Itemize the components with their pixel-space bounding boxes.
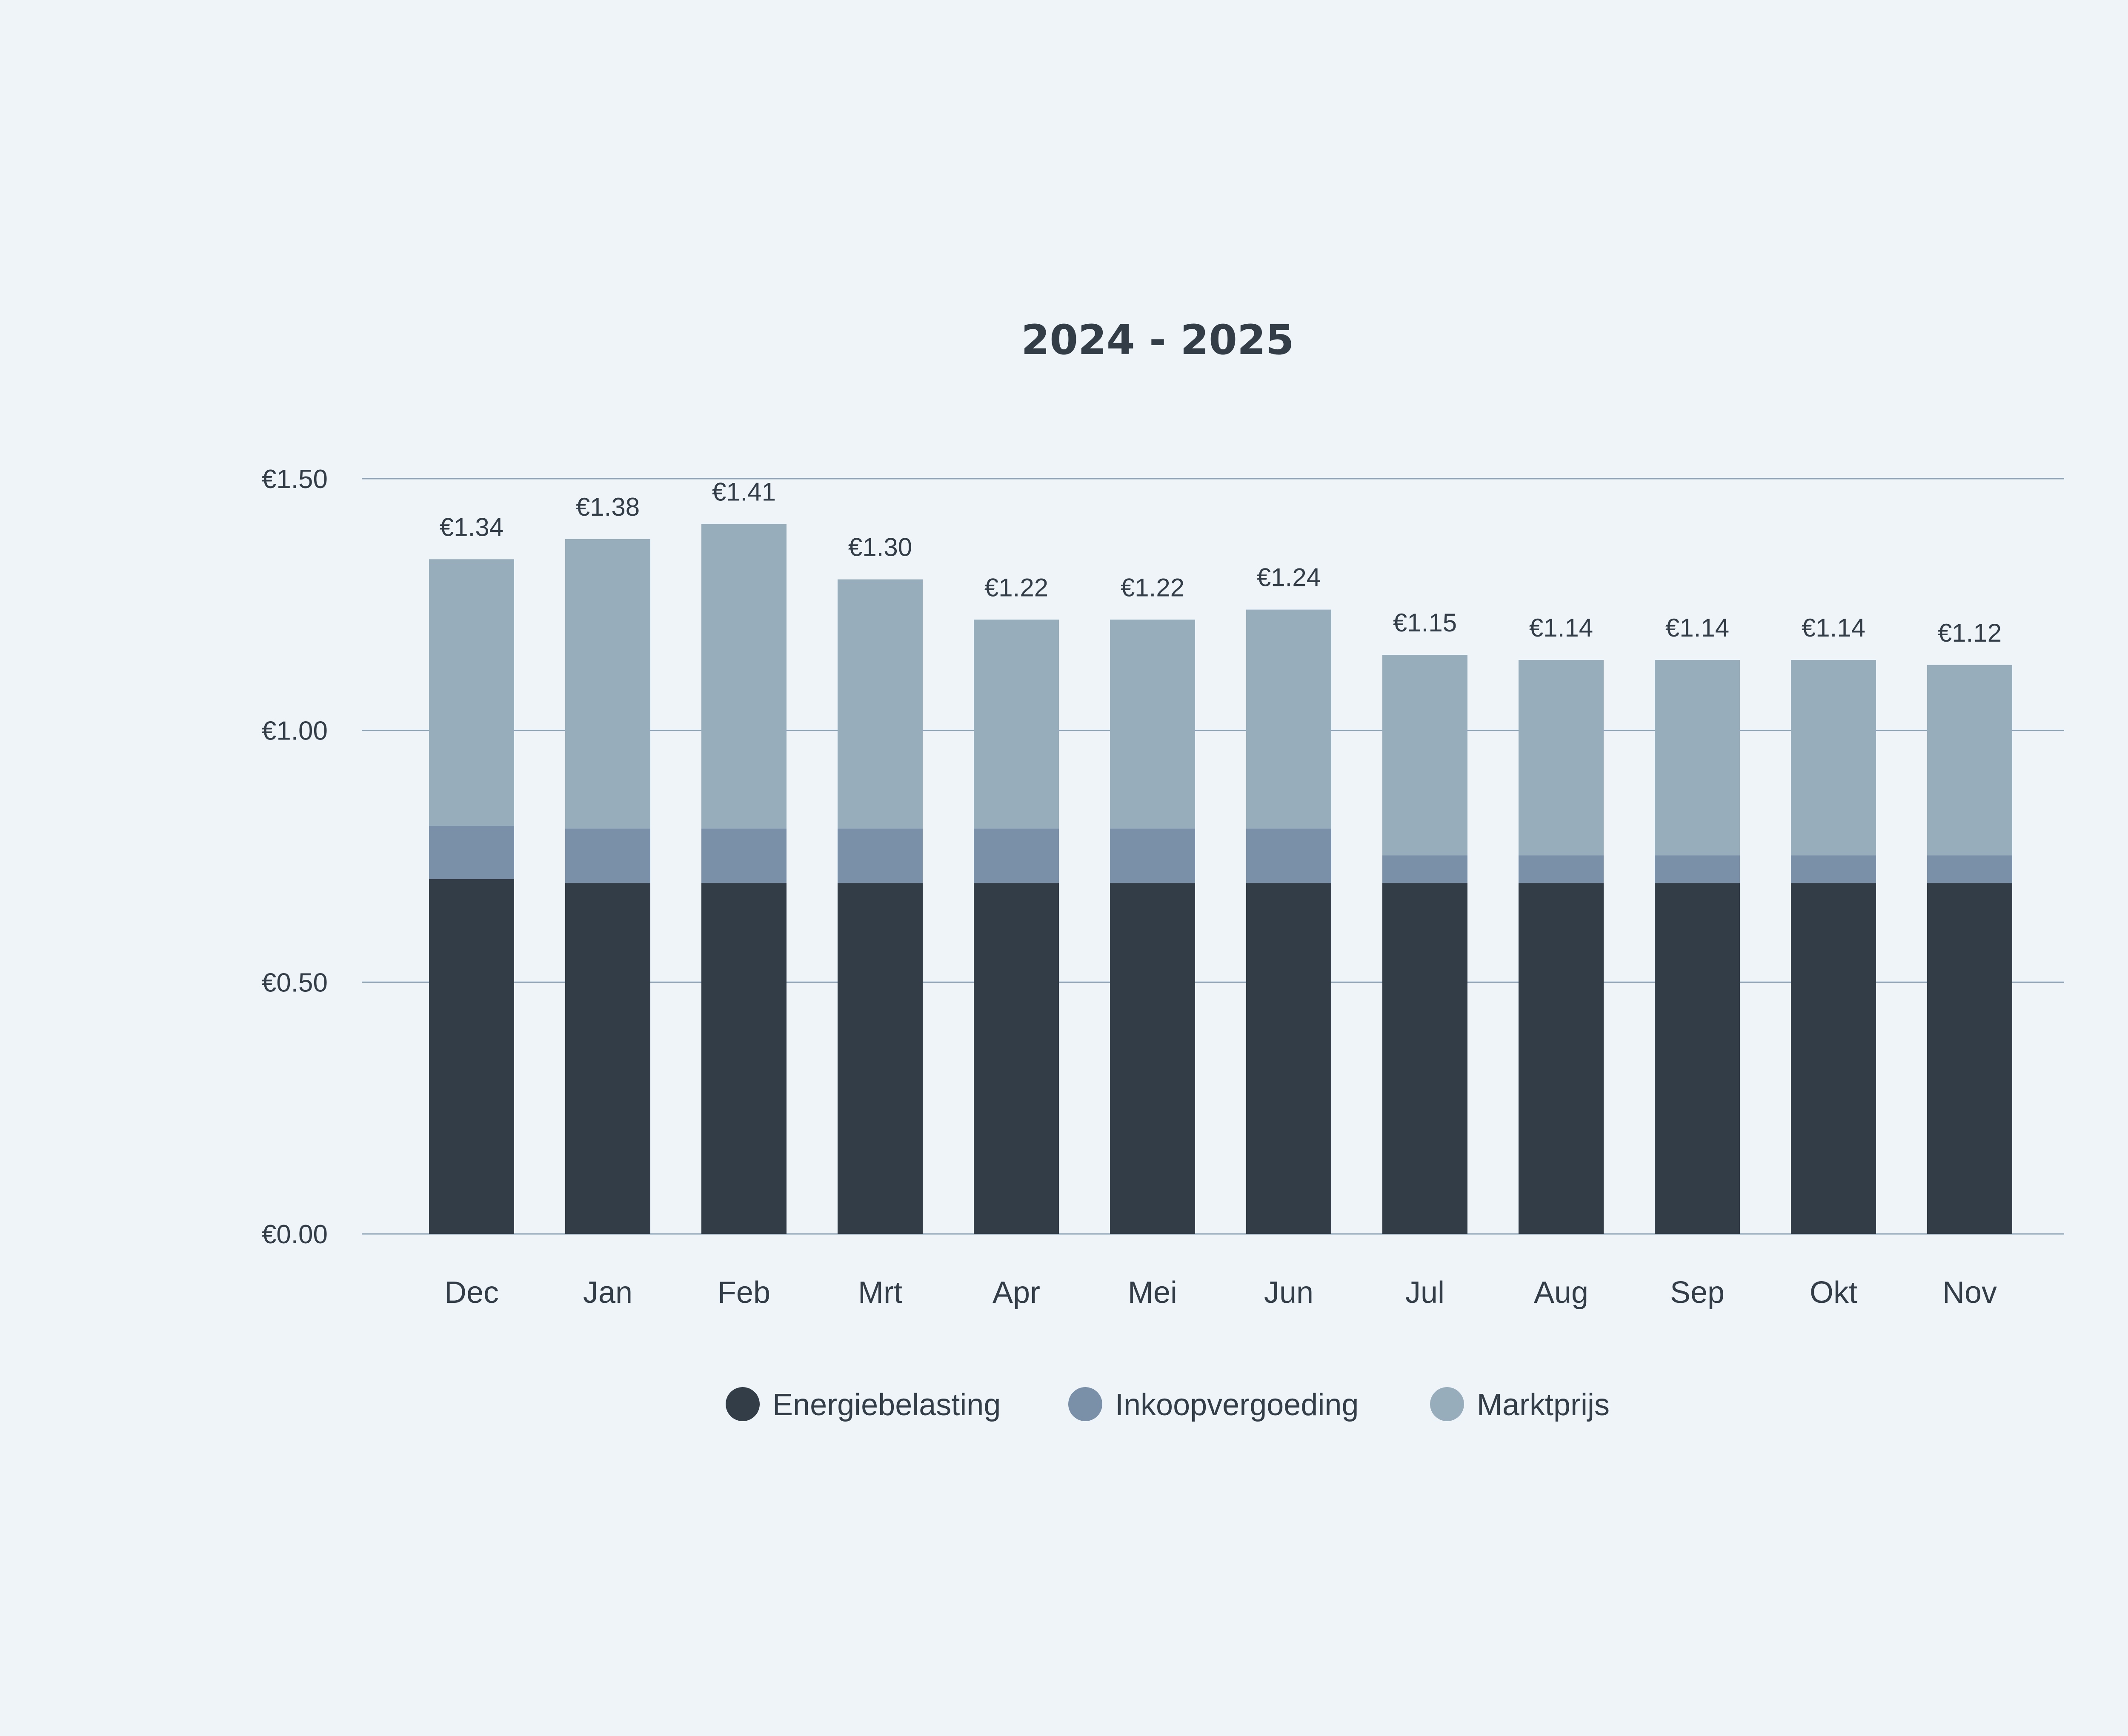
bar-segment-marktprijs [429, 559, 514, 826]
x-tick-label: Aug [1534, 1276, 1588, 1310]
bar-segment-energiebelasting [429, 879, 514, 1234]
bar-total-label: €1.22 [1121, 573, 1184, 602]
bar-segment-energiebelasting [838, 883, 923, 1234]
bar-segment-inkoopvergoeding [701, 828, 787, 883]
bar-segment-energiebelasting [1655, 883, 1740, 1234]
bar-segment-inkoopvergoeding [565, 828, 650, 883]
bar-segment-energiebelasting [1927, 883, 2012, 1234]
legend: Energiebelasting Inkoopvergoeding Marktpri… [726, 1387, 1610, 1422]
bar-segment-marktprijs [974, 620, 1059, 829]
x-tick-label: Mrt [858, 1276, 902, 1310]
bar-total-label: €1.14 [1802, 614, 1865, 642]
bar-segment-inkoopvergoeding [838, 828, 923, 883]
x-tick-label: Jun [1264, 1276, 1313, 1310]
bar-segment-inkoopvergoeding [429, 826, 514, 879]
x-tick-label: Feb [718, 1276, 770, 1310]
bar-total-label: €1.14 [1529, 614, 1593, 642]
bar-total-label: €1.38 [576, 493, 640, 521]
bar-segment-marktprijs [1927, 665, 2012, 856]
bar-total-label: €1.30 [848, 533, 912, 562]
bar-segment-inkoopvergoeding [1655, 855, 1740, 883]
y-tick-label: €0.50 [262, 968, 328, 997]
y-tick-label: €1.50 [262, 465, 328, 494]
bar-segment-energiebelasting [565, 883, 650, 1234]
bar-segment-marktprijs [1382, 655, 1467, 856]
x-tick-label: Dec [444, 1276, 499, 1310]
x-tick-label: Okt [1810, 1276, 1857, 1310]
bar-segment-energiebelasting [1382, 883, 1467, 1234]
bar-segment-marktprijs [1519, 660, 1604, 856]
bar-segment-inkoopvergoeding [974, 828, 1059, 883]
x-tick-label: Nov [1942, 1276, 1997, 1310]
bar-segment-inkoopvergoeding [1519, 855, 1604, 883]
bar-segment-marktprijs [701, 524, 787, 829]
y-tick-label: €1.00 [262, 717, 328, 746]
bar-total-label: €1.34 [440, 513, 503, 541]
x-axis: Dec Jan Feb Mrt Apr Mei Jun Jul Aug Sep Okt Nov [444, 1276, 1997, 1310]
bar-total-label: €1.14 [1665, 614, 1729, 642]
bar-segment-inkoopvergoeding [1246, 828, 1331, 883]
bar-segment-inkoopvergoeding [1110, 828, 1195, 883]
bar-segment-inkoopvergoeding [1791, 855, 1876, 883]
bar-segment-energiebelasting [974, 883, 1059, 1234]
bar-total-label: €1.15 [1393, 608, 1457, 637]
bar-segment-energiebelasting [1246, 883, 1331, 1234]
bar-segment-inkoopvergoeding [1927, 855, 2012, 883]
legend-label: Inkoopvergoeding [1115, 1388, 1359, 1422]
bar-segment-inkoopvergoeding [1382, 855, 1467, 883]
bar-segment-marktprijs [565, 539, 650, 829]
bar-segment-marktprijs [838, 579, 923, 829]
legend-swatch [1430, 1387, 1464, 1421]
bar-segment-marktprijs [1791, 660, 1876, 856]
bar-segment-energiebelasting [1519, 883, 1604, 1234]
bar-segment-marktprijs [1110, 620, 1195, 829]
bar-segment-energiebelasting [701, 883, 787, 1234]
bar-total-label: €1.41 [712, 478, 776, 506]
bars [429, 524, 2012, 1234]
bar-segment-marktprijs [1655, 660, 1740, 856]
y-tick-label: €0.00 [262, 1220, 328, 1249]
legend-label: Energiebelasting [772, 1388, 1001, 1422]
legend-swatch [1068, 1387, 1102, 1421]
data-labels: €1.34 €1.38 €1.41 €1.30 €1.22 €1.22 €1.24 €1.15… [440, 478, 2002, 647]
legend-item: Marktprijs [1430, 1387, 1610, 1422]
x-tick-label: Jul [1405, 1276, 1444, 1310]
bar-segment-energiebelasting [1110, 883, 1195, 1234]
legend-label: Marktprijs [1477, 1388, 1610, 1422]
bar-total-label: €1.24 [1257, 563, 1321, 592]
legend-swatch [726, 1387, 760, 1421]
x-tick-label: Mei [1128, 1276, 1177, 1310]
legend-item: Energiebelasting [726, 1387, 1001, 1422]
x-tick-label: Sep [1670, 1276, 1725, 1310]
bar-segment-energiebelasting [1791, 883, 1876, 1234]
x-tick-label: Apr [992, 1276, 1040, 1310]
bar-total-label: €1.12 [1938, 619, 2002, 647]
x-tick-label: Jan [583, 1276, 632, 1310]
legend-item: Inkoopvergoeding [1068, 1387, 1359, 1422]
chart-title: 2024 - 2025 [1021, 316, 1294, 364]
bar-segment-marktprijs [1246, 609, 1331, 829]
y-axis: €0.00 €0.50 €1.00 €1.50 [262, 465, 328, 1249]
bar-total-label: €1.22 [984, 573, 1048, 602]
